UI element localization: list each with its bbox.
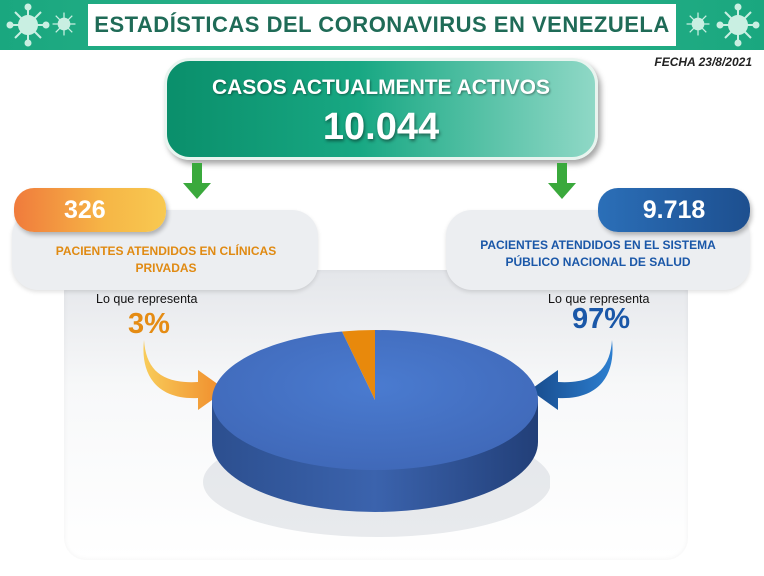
active-cases-value: 10.044 bbox=[322, 106, 440, 148]
date-label: FECHA 23/8/2021 bbox=[654, 55, 752, 69]
active-cases-box: CASOS ACTUALMENTE ACTIVOS 10.044 bbox=[164, 58, 598, 160]
curved-arrow-left-icon bbox=[143, 340, 226, 410]
arrow-down-icon bbox=[548, 163, 576, 199]
active-cases-label: CASOS ACTUALMENTE ACTIVOS bbox=[212, 76, 550, 99]
page-title: ESTADÍSTICAS DEL CORONAVIRUS EN VENEZUEL… bbox=[88, 4, 676, 46]
arrow-down-icon bbox=[183, 163, 211, 199]
private-count-badge: 326 bbox=[14, 188, 166, 232]
private-card-line1: PACIENTES ATENDIDOS EN CLÍNICAS bbox=[55, 244, 277, 258]
virus-icon bbox=[52, 12, 76, 36]
public-card-text: PACIENTES ATENDIDOS EN EL SISTEMA PÚBLIC… bbox=[462, 237, 734, 271]
pie-slice-public bbox=[211, 330, 538, 470]
header-bar: ESTADÍSTICAS DEL CORONAVIRUS EN VENEZUEL… bbox=[0, 0, 764, 50]
private-percent: 3% bbox=[128, 308, 170, 340]
public-count-badge: 9.718 bbox=[598, 188, 750, 232]
public-percent: 97% bbox=[572, 303, 631, 335]
private-card-line2: PRIVADAS bbox=[135, 261, 197, 275]
public-card-line2: PÚBLICO NACIONAL DE SALUD bbox=[505, 255, 691, 269]
public-card-line1: PACIENTES ATENDIDOS EN EL SISTEMA bbox=[480, 238, 716, 252]
private-represents-label: Lo que representa bbox=[96, 292, 198, 306]
curved-arrow-right-icon bbox=[530, 340, 613, 410]
private-card-text: PACIENTES ATENDIDOS EN CLÍNICAS PRIVADAS bbox=[24, 243, 308, 277]
virus-icon bbox=[686, 12, 710, 36]
pie-slice-private bbox=[341, 330, 375, 400]
virus-icon bbox=[716, 3, 760, 47]
public-represents-label: Lo que representa bbox=[548, 292, 650, 306]
virus-icon bbox=[6, 3, 50, 47]
pie-chart bbox=[203, 330, 550, 537]
